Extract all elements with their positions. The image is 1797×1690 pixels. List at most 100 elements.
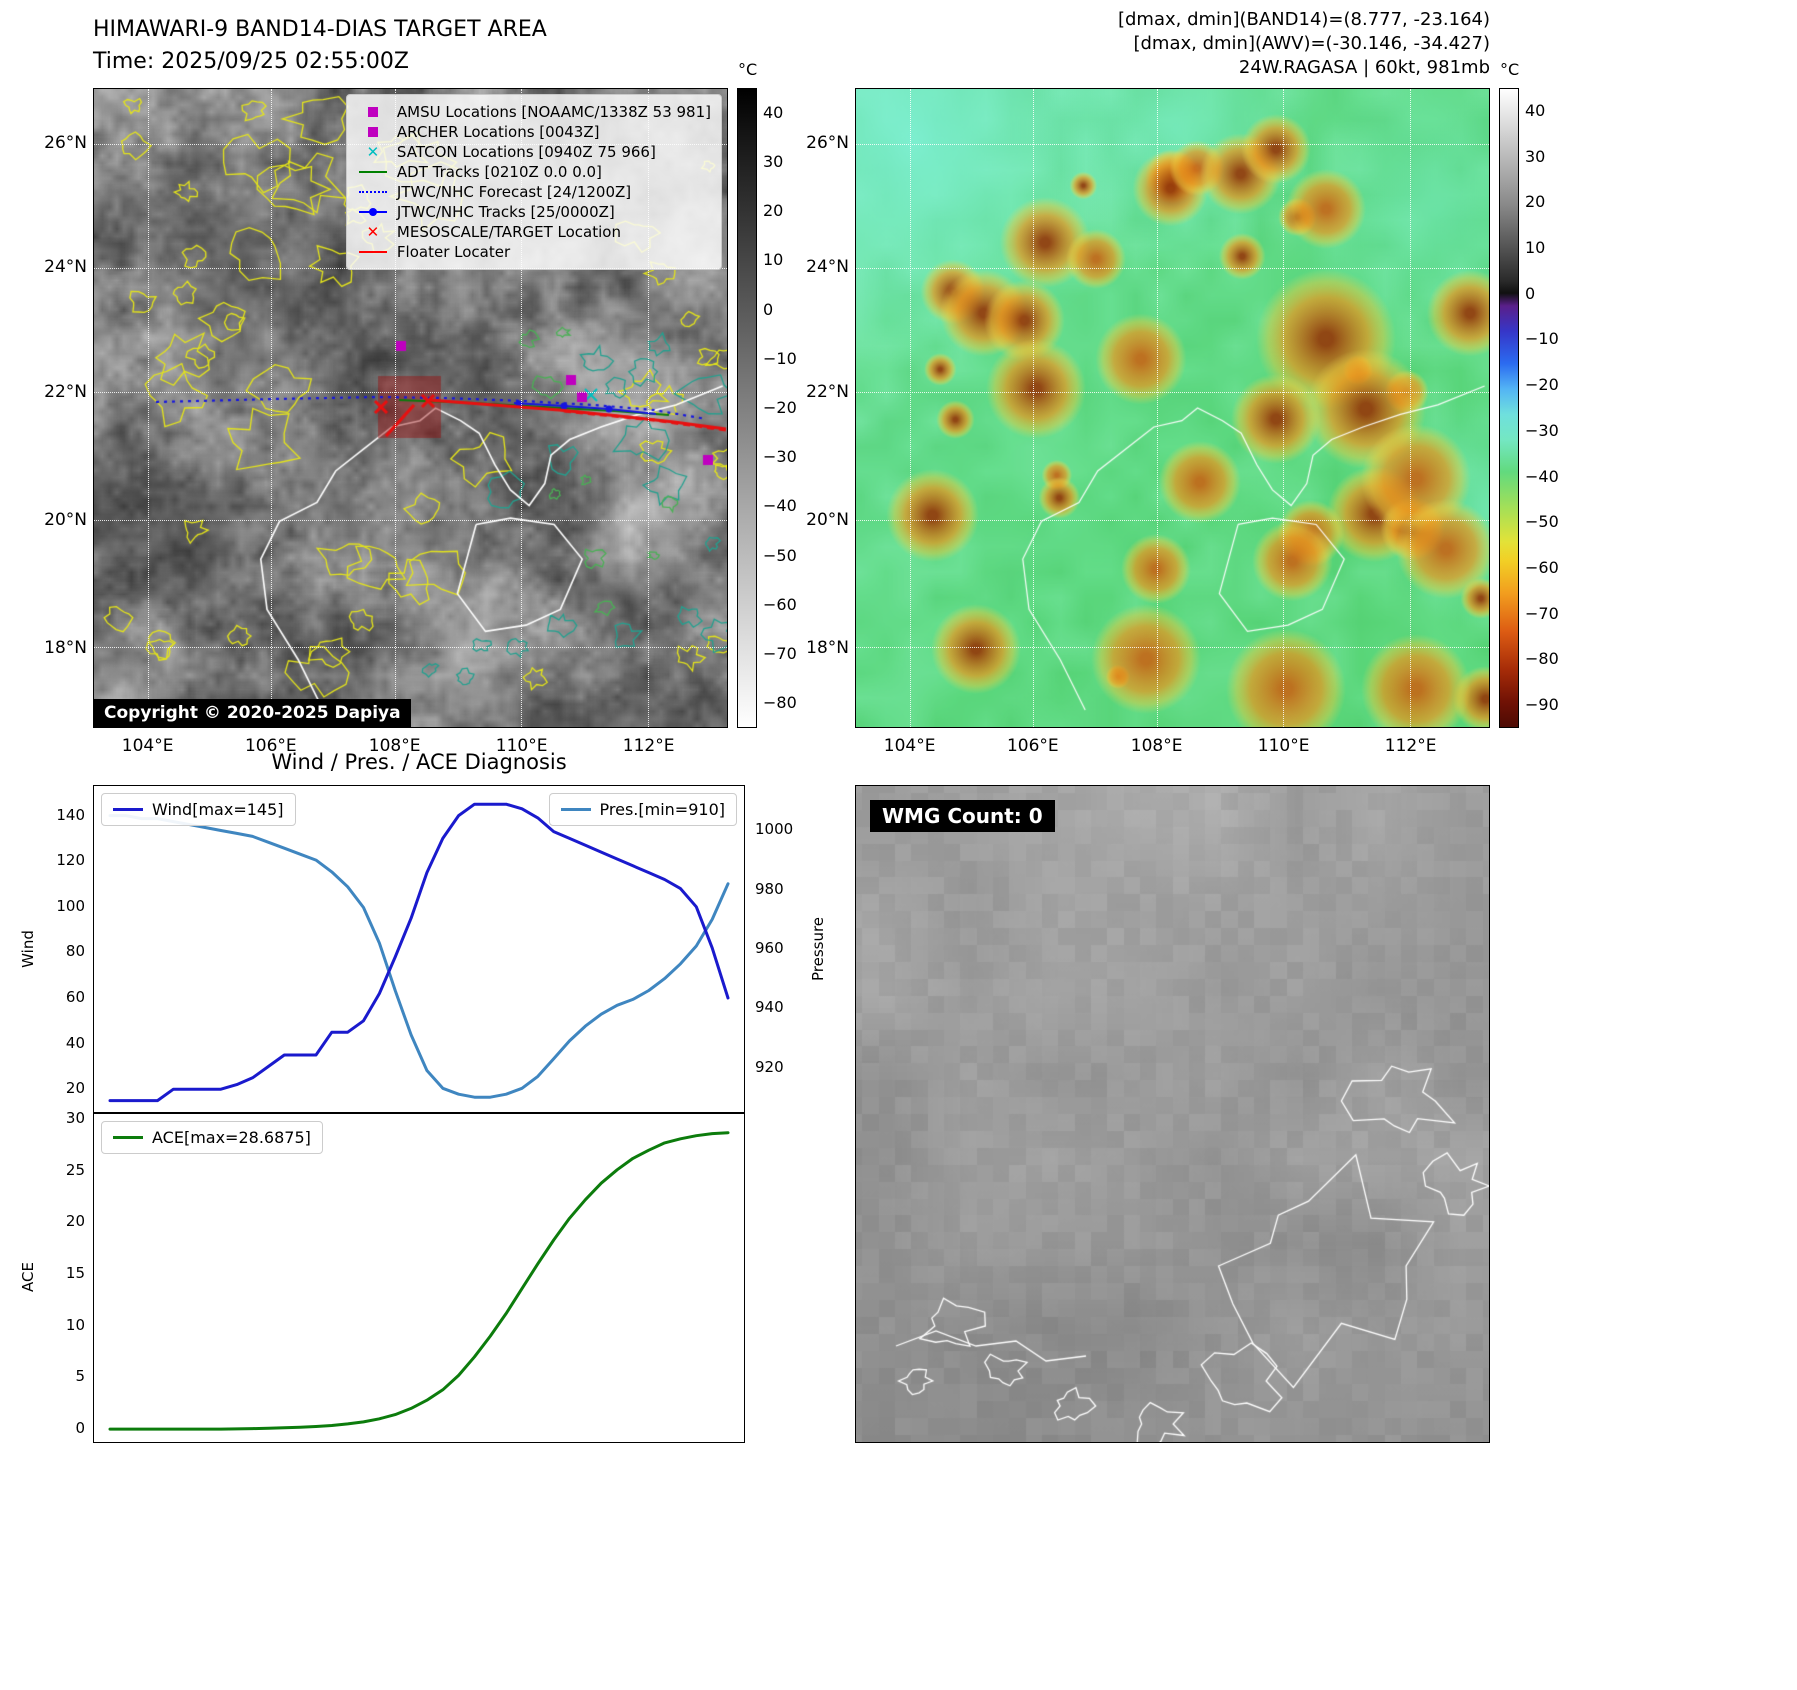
ace-series-line: [108, 1131, 730, 1431]
colorbar-tick: −80: [763, 693, 797, 713]
ace-axis-tick: 0: [75, 1419, 85, 1438]
colorbar-tick: 40: [1525, 100, 1546, 120]
legend-item-adt-tracks: ADT Tracks [0210Z 0.0 0.0]: [357, 163, 711, 181]
colorbar-tick: −30: [1525, 420, 1559, 440]
lon-tick: 112°E: [622, 736, 675, 756]
pressure-axis-tick: 960: [755, 939, 784, 957]
forecast-dotted-line-icon: [357, 191, 389, 193]
colorbar-tick: −50: [763, 545, 797, 565]
legend-label: JTWC/NHC Tracks [25/0000Z]: [396, 203, 615, 221]
legend-label: Floater Locater: [396, 243, 511, 261]
colorbar-tick: −80: [1525, 649, 1559, 669]
colorbar-tick: 40: [763, 102, 784, 122]
legend-label: ADT Tracks [0210Z 0.0 0.0]: [396, 163, 602, 181]
colorbar-tick: 20: [763, 201, 784, 221]
amsu-marker-icon: [357, 107, 389, 117]
band14-colorbar-unit: °C: [738, 60, 758, 79]
ace-chart: ACE[max=28.6875]: [93, 1113, 745, 1443]
wind-legend-label: Wind[max=145]: [152, 800, 284, 819]
colorbar-tick: 0: [1525, 283, 1536, 303]
legend-item-jtwc-tracks: JTWC/NHC Tracks [25/0000Z]: [357, 203, 711, 221]
wind-axis-tick: 40: [65, 1033, 85, 1052]
pressure-axis-tick: 1000: [755, 820, 794, 839]
ace-axis-tick: 25: [65, 1160, 85, 1179]
ace-line-sample-icon: [113, 1136, 143, 1139]
colorbar-tick: 30: [1525, 146, 1546, 166]
ace-axis-tick: 30: [65, 1109, 85, 1128]
pressure-legend: Pres.[min=910]: [548, 793, 737, 826]
copyright-label: Copyright © 2020-2025 Dapiya: [94, 699, 411, 727]
wind-series-line: [108, 802, 730, 1103]
legend-item-archer: ARCHER Locations [0043Z]: [357, 123, 711, 141]
legend-item-jtwc-forecast: JTWC/NHC Forecast [24/1200Z]: [357, 183, 711, 201]
target-x-icon: ✕: [366, 222, 380, 241]
lon-tick: 108°E: [368, 736, 421, 756]
colorbar-tick: 30: [763, 151, 784, 171]
dmax-dmin-awv: [dmax, dmin](AWV)=(-30.146, -34.427): [1133, 33, 1490, 54]
ace-axis-label: ACE: [19, 1262, 37, 1292]
ace-axis-tick: 10: [65, 1315, 85, 1334]
ace-axis-tick: 20: [65, 1212, 85, 1231]
awv-satellite-image: [856, 89, 1489, 727]
legend-item-mesoscale-target: ✕ MESOSCALE/TARGET Location: [357, 223, 711, 241]
track-line-dot-icon: [357, 208, 389, 216]
wind-axis-tick: 120: [56, 851, 85, 870]
pressure-series-line: [108, 814, 730, 1099]
lon-tick: 106°E: [1006, 736, 1059, 756]
lat-tick: 20°N: [44, 510, 87, 530]
wind-line-sample-icon: [113, 808, 143, 811]
colorbar-tick: 0: [763, 299, 774, 319]
colorbar-tick: −30: [763, 447, 797, 467]
colorbar-tick: −10: [1525, 329, 1559, 349]
colorbar-tick: −60: [1525, 558, 1559, 577]
pressure-axis-tick: 940: [755, 998, 784, 1017]
lat-tick: 22°N: [806, 382, 849, 402]
wind-pressure-chart: Wind[max=145] Pres.[min=910]: [93, 785, 745, 1113]
colorbar-tick: −70: [763, 644, 797, 664]
legend-item-satcon: ✕ SATCON Locations [0940Z 75 966]: [357, 143, 711, 161]
colorbar-tick: 20: [1525, 192, 1546, 212]
wind-axis-tick: 140: [56, 805, 85, 824]
lat-tick: 18°N: [44, 638, 87, 658]
lat-tick: 24°N: [44, 257, 87, 278]
adt-line-icon: [357, 171, 389, 173]
ace-axis-tick: 5: [75, 1367, 85, 1386]
pressure-axis-label: Pressure: [809, 916, 827, 982]
pressure-line-sample-icon: [560, 808, 591, 811]
wind-axis-label: Wind: [19, 930, 37, 968]
wmg-image: [856, 786, 1489, 1442]
awv-colorbar-unit: °C: [1500, 60, 1520, 79]
diagnosis-title: Wind / Pres. / ACE Diagnosis: [271, 750, 567, 774]
lat-tick: 26°N: [44, 133, 87, 154]
lon-tick: 108°E: [1130, 736, 1183, 756]
storm-stats-header: [dmax, dmin](BAND14)=(8.777, -23.164) [d…: [870, 8, 1490, 80]
lon-tick: 104°E: [121, 736, 174, 756]
archer-marker-icon: [357, 127, 389, 137]
wmg-panel: WMG Count: 0: [855, 785, 1490, 1443]
lat-tick: 24°N: [806, 257, 849, 278]
pressure-legend-label: Pres.[min=910]: [599, 800, 725, 819]
wind-axis-tick: 20: [65, 1079, 85, 1098]
band14-time: Time: 2025/09/25 02:55:00Z: [93, 49, 409, 74]
pressure-axis-tick: 980: [755, 879, 784, 898]
floater-line-icon: [357, 251, 389, 253]
lon-tick: 110°E: [1257, 736, 1310, 756]
legend-item-floater: Floater Locater: [357, 243, 711, 261]
ace-legend: ACE[max=28.6875]: [101, 1121, 323, 1154]
awv-map: [855, 88, 1490, 728]
wind-axis-tick: 60: [65, 988, 85, 1006]
dmax-dmin-band14: [dmax, dmin](BAND14)=(8.777, -23.164): [1117, 9, 1490, 30]
lon-tick: 110°E: [495, 736, 548, 756]
band14-legend: AMSU Locations [NOAAMC/1338Z 53 981] ARC…: [345, 94, 722, 270]
legend-label: SATCON Locations [0940Z 75 966]: [396, 143, 656, 161]
storm-id-intensity: 24W.RAGASA | 60kt, 981mb: [1238, 57, 1490, 78]
legend-label: JTWC/NHC Forecast [24/1200Z]: [396, 183, 632, 201]
wmg-count-badge: WMG Count: 0: [870, 800, 1055, 832]
colorbar-tick: 10: [763, 250, 784, 270]
legend-label: AMSU Locations [NOAAMC/1338Z 53 981]: [396, 103, 711, 121]
awv-colorbar: [1499, 88, 1519, 728]
wind-axis-tick: 100: [56, 896, 85, 915]
band14-title-block: HIMAWARI-9 BAND14-DIAS TARGET AREA Time:…: [93, 14, 547, 78]
lat-tick: 20°N: [806, 510, 849, 530]
